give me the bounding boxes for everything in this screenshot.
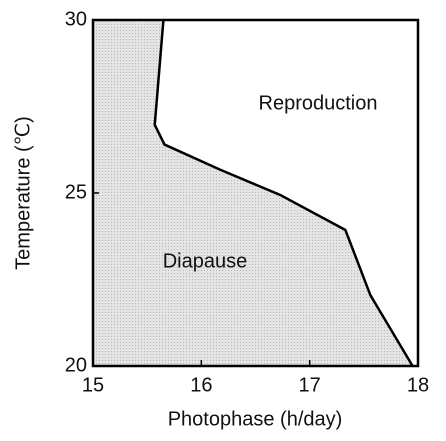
y-tick-label: 20	[65, 354, 87, 376]
x-tick-label: 17	[299, 374, 321, 396]
annotation: Reproduction	[259, 92, 378, 114]
y-tick-label: 25	[65, 181, 87, 203]
line	[153, 19, 414, 367]
annotation: Diapause	[163, 250, 248, 272]
y-axis-label: Temperature (℃)	[12, 116, 34, 270]
x-axis-label: Photophase (h/day)	[168, 408, 343, 430]
x-tick-label: 16	[190, 374, 212, 396]
x-tick-label: 15	[82, 374, 104, 396]
area	[93, 20, 413, 366]
y-tick-label: 30	[65, 8, 87, 30]
x-tick-label: 18	[407, 374, 429, 396]
